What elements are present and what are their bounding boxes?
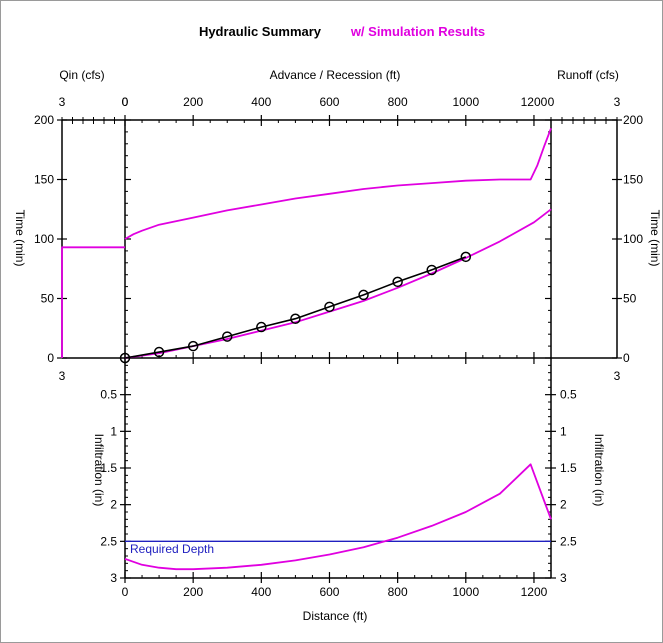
required-depth-label: Required Depth (130, 542, 214, 556)
distance-tick-label-top: 0 (122, 95, 129, 109)
distance-tick-label-bottom: 1000 (452, 585, 479, 599)
infiltration-tick-label-right: 2 (560, 498, 567, 512)
time-tick-label-left: 150 (34, 173, 54, 187)
qin-tick-label: 3 (59, 95, 66, 109)
infiltration-tick-label-left: 3 (110, 571, 117, 585)
infiltration-tick-label-right: 1.5 (560, 461, 577, 475)
observed-advance-point (460, 251, 472, 263)
distance-tick-label-top: 200 (183, 95, 203, 109)
infiltration-tick-label-right: 1 (560, 424, 567, 438)
infiltration-profile-line (124, 463, 552, 571)
runoff-tick-label: 3 (614, 95, 621, 109)
infiltration-tick-label-left: 1.5 (100, 461, 117, 475)
qin-axis-label: Qin (cfs) (59, 68, 104, 82)
observed-advance-point (187, 340, 199, 352)
time-tick-label-left: 200 (34, 113, 54, 127)
observed-advance-point (392, 276, 403, 288)
infiltration-tick-label-right: 0.5 (560, 388, 577, 402)
infiltration-axis-label-left: Infiltration (in) (92, 434, 106, 507)
infiltration-tick-label-left: 0.5 (100, 388, 117, 402)
infiltration-tick-label-left: 2 (110, 498, 117, 512)
chart-title: Hydraulic Summary (199, 24, 322, 39)
observed-advance-point (426, 264, 437, 276)
infiltration-tick-label-right: 2.5 (560, 534, 577, 548)
distance-axis-label: Distance (ft) (303, 609, 368, 623)
qin-bottom-tick-label: 3 (59, 369, 66, 383)
distance-tick-label-top: 400 (251, 95, 271, 109)
time-axis-label-left: Time (min) (13, 210, 27, 267)
distance-tick-label-bottom: 600 (319, 585, 339, 599)
infiltration-tick-label-right: 3 (560, 571, 567, 585)
distance-tick-label-bottom: 1200 (521, 585, 548, 599)
series-layer (61, 127, 552, 571)
observed-advance-point (358, 289, 369, 301)
runoff-axis-label: Runoff (cfs) (557, 68, 619, 82)
distance-tick-label-top: 1000 (452, 95, 479, 109)
qin-hydrograph-line (61, 246, 125, 358)
time-tick-label-left: 100 (34, 232, 54, 246)
infiltration-tick-label-left: 2.5 (100, 534, 117, 548)
time-tick-label-left: 50 (41, 292, 55, 306)
simulated-recession-line (124, 127, 552, 240)
time-tick-label-right: 100 (623, 232, 643, 246)
distance-tick-label-bottom: 0 (122, 585, 129, 599)
axes-layer (57, 115, 622, 583)
observed-advance-point (119, 352, 131, 364)
distance-tick-label-bottom: 400 (251, 585, 271, 599)
distance-tick-label-top: 800 (388, 95, 408, 109)
time-tick-label-right: 50 (623, 292, 637, 306)
distance-tick-label-top: 1200 (521, 95, 548, 109)
advance-axis-label: Advance / Recession (ft) (270, 68, 401, 82)
distance-tick-label-bottom: 200 (183, 585, 203, 599)
qin-tick-label: 0 (122, 95, 129, 109)
observed-advance-point (221, 331, 233, 342)
observed-advance-line (124, 256, 467, 359)
observed-advance-point (256, 321, 267, 333)
infiltration-axis-label-right: Infiltration (in) (592, 434, 606, 507)
time-tick-label-right: 0 (623, 351, 630, 365)
distance-tick-label-bottom: 800 (388, 585, 408, 599)
simulated-advance-line (124, 208, 552, 359)
runoff-bottom-tick-label: 3 (614, 369, 621, 383)
distance-tick-label-top: 600 (319, 95, 339, 109)
runoff-tick-label: 0 (548, 95, 555, 109)
observed-advance-point (324, 301, 335, 313)
observed-advance-point (290, 313, 301, 324)
observed-advance-point (153, 346, 165, 358)
infiltration-tick-label-left: 1 (110, 424, 117, 438)
time-axis-label-right: Time (min) (648, 210, 662, 267)
chart-subtitle: w/ Simulation Results (350, 24, 485, 39)
time-tick-label-left: 0 (47, 351, 54, 365)
time-tick-label-right: 150 (623, 173, 643, 187)
time-tick-label-right: 200 (623, 113, 643, 127)
